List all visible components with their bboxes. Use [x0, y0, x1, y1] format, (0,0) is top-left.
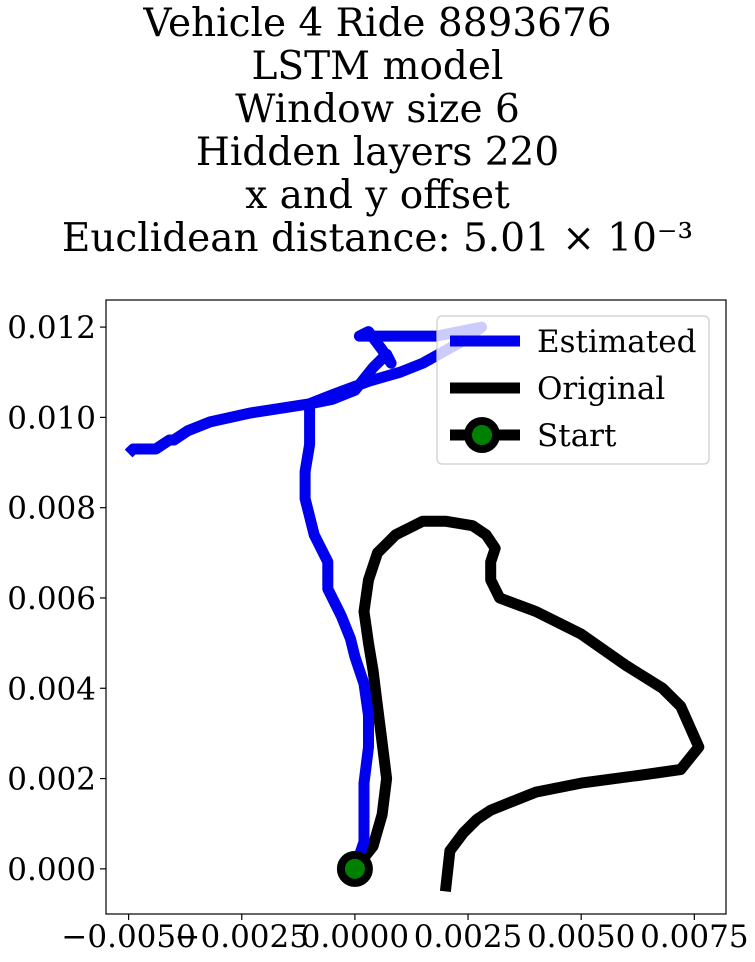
series-lines [124, 321, 705, 893]
title-line-3: Window size 6 [235, 87, 520, 132]
legend-box [436, 315, 710, 465]
y-tick-label: 0.012 [7, 310, 96, 346]
y-tick-label: 0.004 [7, 671, 96, 707]
legend-label: Estimated [537, 324, 696, 360]
y-tick-label: 0.006 [7, 581, 96, 617]
x-tick-label: 0.0000 [301, 919, 409, 955]
x-tick-label: 0.0075 [640, 919, 748, 955]
legend-start-marker [464, 417, 500, 453]
plot-frame [105, 299, 727, 915]
x-tick-label: −0.0050 [61, 919, 195, 955]
legend-label: Start [537, 418, 617, 454]
y-tick-label: 0.008 [7, 491, 96, 527]
title-line-2: LSTM model [251, 44, 504, 89]
title-line-6: Euclidean distance: 5.01 × 10⁻³ [61, 216, 694, 261]
x-tick-label: 0.0025 [414, 919, 522, 955]
y-tick-label: 0.010 [7, 400, 96, 436]
legend: Estimated Original Start [436, 315, 710, 465]
legend-label: Original [537, 371, 665, 407]
start-marker [336, 850, 373, 887]
y-tick-label: 0.000 [7, 852, 96, 888]
y-tick-label: 0.002 [7, 762, 96, 798]
x-tick-label: −0.0025 [175, 919, 309, 955]
title-line-4: Hidden layers 220 [195, 130, 560, 175]
x-tick-label: 0.0050 [527, 919, 635, 955]
title-line-5: x and y offset [245, 173, 510, 218]
series-line-estimated [124, 321, 488, 871]
title-line-1: Vehicle 4 Ride 8893676 [143, 1, 612, 46]
series-line-original [350, 515, 705, 893]
